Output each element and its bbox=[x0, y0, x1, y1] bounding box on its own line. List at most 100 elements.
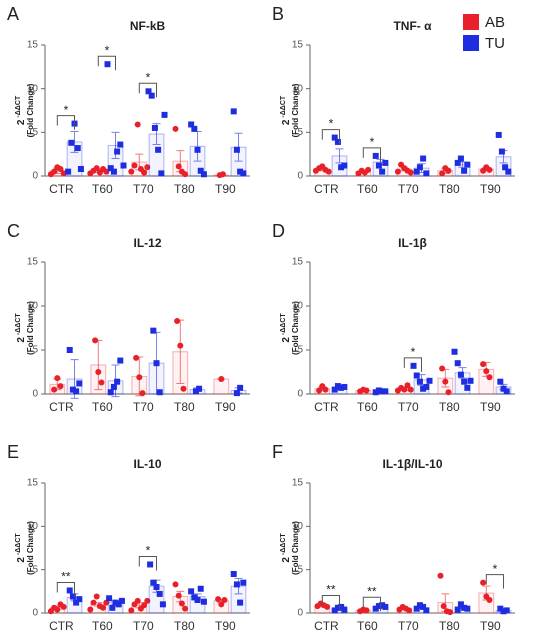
data-point bbox=[375, 603, 382, 610]
data-point bbox=[486, 374, 493, 381]
data-point bbox=[426, 377, 433, 384]
data-point bbox=[375, 387, 382, 394]
x-tick-label: T80 bbox=[439, 619, 460, 633]
data-point bbox=[174, 317, 181, 324]
y-label-exp: -ΔΔCT bbox=[15, 533, 22, 555]
data-point bbox=[230, 571, 237, 577]
data-point bbox=[467, 377, 474, 384]
data-point bbox=[454, 159, 461, 166]
y-tick-label: 5 bbox=[297, 345, 303, 356]
significance-bracket bbox=[138, 82, 158, 98]
significance-label: * bbox=[105, 43, 110, 57]
data-point bbox=[151, 124, 158, 131]
significance-bracket bbox=[321, 594, 341, 610]
data-point bbox=[77, 166, 84, 173]
significance-label: * bbox=[493, 562, 498, 576]
data-point bbox=[331, 386, 338, 393]
data-point bbox=[115, 601, 122, 608]
y-axis-label: 2 -ΔΔCT (Fold Change) bbox=[280, 301, 300, 355]
data-point bbox=[500, 608, 507, 615]
data-point bbox=[73, 388, 80, 395]
data-point bbox=[136, 374, 143, 381]
data-point bbox=[112, 599, 119, 606]
x-tick-label: T90 bbox=[480, 400, 501, 414]
data-point bbox=[69, 386, 76, 393]
data-point bbox=[54, 375, 61, 382]
data-point bbox=[100, 604, 107, 611]
data-point bbox=[153, 360, 160, 367]
data-point bbox=[316, 387, 323, 394]
data-point bbox=[144, 597, 151, 604]
data-point bbox=[191, 125, 198, 132]
y-label: 2 -ΔΔCT bbox=[280, 533, 292, 563]
panel-title: TNF- α bbox=[393, 19, 432, 33]
x-tick-label: T80 bbox=[439, 182, 460, 196]
x-tick-label: T60 bbox=[92, 182, 113, 196]
y-label-note: (Fold Change) bbox=[26, 301, 35, 355]
data-point bbox=[76, 380, 83, 387]
data-point bbox=[457, 601, 464, 608]
data-point bbox=[54, 606, 61, 613]
y-label-note: (Fold Change) bbox=[26, 83, 35, 137]
y-label-base: 2 bbox=[16, 557, 27, 563]
data-point bbox=[445, 167, 452, 174]
data-point bbox=[118, 597, 125, 604]
data-point bbox=[144, 164, 151, 171]
x-tick-label: T70 bbox=[133, 400, 154, 414]
x-tick-label: T80 bbox=[174, 400, 195, 414]
panel-letter: E bbox=[7, 442, 19, 462]
y-tick-label: 10 bbox=[27, 521, 39, 532]
y-tick-label: 5 bbox=[297, 564, 303, 575]
significance-bracket bbox=[138, 555, 158, 571]
data-point bbox=[188, 121, 195, 128]
data-point bbox=[51, 386, 58, 393]
data-point bbox=[413, 372, 420, 379]
panel-letter: D bbox=[272, 221, 285, 241]
data-point bbox=[177, 342, 184, 349]
panel-title: IL-10 bbox=[133, 457, 161, 471]
data-point bbox=[74, 145, 81, 152]
legend-swatch bbox=[463, 14, 479, 30]
data-point bbox=[233, 390, 240, 397]
data-point bbox=[502, 164, 509, 171]
data-point bbox=[240, 579, 247, 586]
y-tick-label: 5 bbox=[32, 564, 38, 575]
data-point bbox=[457, 371, 464, 378]
data-point bbox=[180, 385, 187, 392]
significance-bracket bbox=[362, 596, 382, 612]
data-point bbox=[148, 92, 155, 99]
data-point bbox=[420, 385, 427, 392]
x-tick-label: T60 bbox=[357, 182, 378, 196]
data-point bbox=[156, 389, 163, 396]
data-point bbox=[454, 360, 461, 367]
data-point bbox=[161, 111, 168, 118]
data-point bbox=[156, 590, 163, 597]
data-point bbox=[178, 600, 185, 607]
data-point bbox=[98, 379, 105, 386]
data-point bbox=[416, 602, 423, 609]
data-point bbox=[134, 597, 141, 604]
data-point bbox=[379, 602, 386, 609]
x-tick-label: T80 bbox=[174, 182, 195, 196]
data-point bbox=[230, 108, 237, 115]
significance-bracket bbox=[321, 129, 341, 144]
data-point bbox=[445, 389, 452, 396]
legend-swatch bbox=[463, 35, 479, 51]
x-tick-label: T90 bbox=[480, 182, 501, 196]
data-point bbox=[486, 597, 493, 603]
panel-title: IL-1β/IL-10 bbox=[383, 457, 443, 471]
y-tick-label: 15 bbox=[27, 478, 39, 489]
data-point bbox=[464, 605, 471, 612]
x-tick-label: T70 bbox=[133, 619, 154, 633]
y-axis-label: 2 -ΔΔCT (Fold Change) bbox=[280, 521, 300, 575]
data-point bbox=[331, 607, 338, 614]
data-point bbox=[416, 164, 423, 171]
y-label: 2 -ΔΔCT bbox=[15, 533, 27, 563]
y-tick-label: 15 bbox=[27, 257, 39, 268]
data-point bbox=[406, 607, 413, 614]
y-label-exp: -ΔΔCT bbox=[280, 533, 287, 555]
data-point bbox=[341, 383, 348, 390]
x-tick-label: CTR bbox=[314, 400, 339, 414]
data-point bbox=[500, 385, 507, 392]
